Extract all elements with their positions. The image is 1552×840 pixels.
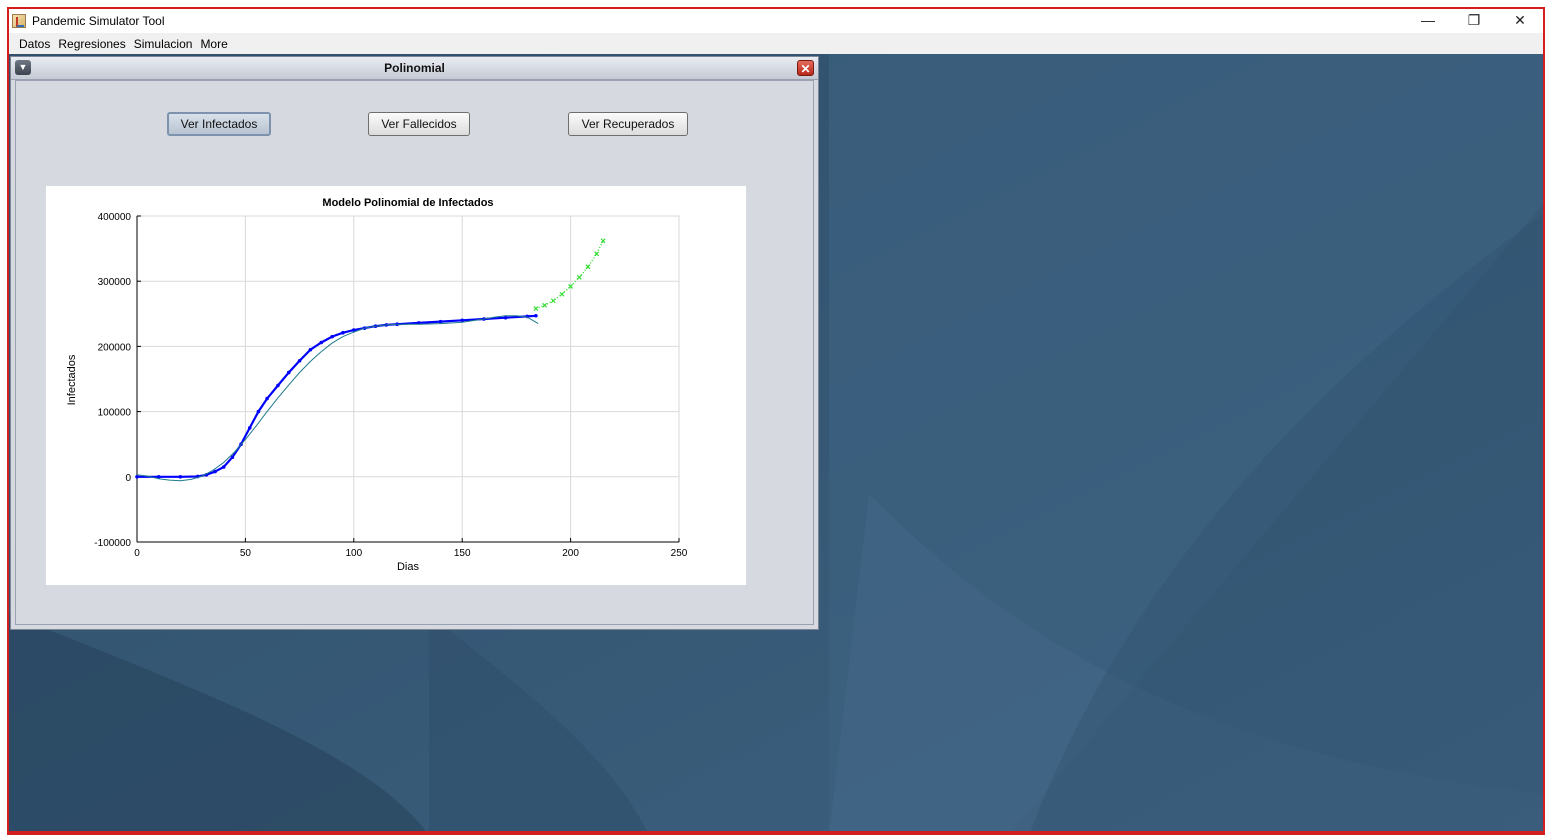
infected-data-point bbox=[256, 409, 261, 414]
infected-chart: Modelo Polinomial de Infectados Dias Inf… bbox=[66, 197, 688, 573]
infected-data-point bbox=[319, 340, 324, 345]
infected-data-point bbox=[247, 426, 252, 430]
window-titlebar: Pandemic Simulator Tool — ❐ ✕ bbox=[9, 9, 1543, 33]
java-app-icon bbox=[12, 14, 26, 28]
restore-button[interactable]: ❐ bbox=[1467, 11, 1481, 28]
internal-frame-title: Polinomial bbox=[384, 61, 445, 75]
x-tick-label: 50 bbox=[240, 548, 252, 559]
ver-fallecidos-button[interactable]: Ver Fallecidos bbox=[368, 112, 470, 136]
y-tick-label: -100000 bbox=[94, 538, 131, 549]
polinomial-internal-frame: ▼ Polinomial ✕ Ver Infectados Ver Fallec… bbox=[10, 56, 819, 630]
chart-title: Modelo Polinomial de Infectados bbox=[322, 197, 493, 209]
prediction-mark bbox=[559, 291, 565, 297]
infected-data-point bbox=[221, 465, 226, 469]
infected-data-point bbox=[534, 313, 538, 318]
x-axis-label: Dias bbox=[397, 561, 420, 573]
prediction-point bbox=[559, 291, 565, 297]
infected-data-point bbox=[265, 396, 269, 401]
x-tick-label: 100 bbox=[345, 548, 362, 559]
close-window-button[interactable]: ✕ bbox=[1514, 11, 1526, 28]
polynomial-fit-line bbox=[136, 315, 539, 482]
y-tick-label: 300000 bbox=[98, 277, 132, 288]
infected-data-point bbox=[503, 315, 508, 320]
y-tick-label: 0 bbox=[125, 473, 131, 484]
infected-data-point bbox=[330, 334, 334, 339]
taskbar-edge bbox=[9, 831, 1543, 833]
infected-data-point bbox=[297, 358, 302, 363]
internal-frame-content: Ver Infectados Ver Fallecidos Ver Recupe… bbox=[15, 80, 814, 625]
y-axis-label: Infectados bbox=[66, 354, 78, 405]
infected-data-point bbox=[308, 347, 313, 352]
desktop-pane: ▼ Polinomial ✕ Ver Infectados Ver Fallec… bbox=[9, 54, 1543, 833]
infected-data-point bbox=[460, 318, 465, 323]
minimize-button[interactable]: — bbox=[1421, 12, 1435, 28]
app-window: Pandemic Simulator Tool — ❐ ✕ Datos Regr… bbox=[7, 7, 1545, 835]
menu-more[interactable]: More bbox=[200, 36, 228, 51]
frame-close-icon[interactable]: ✕ bbox=[797, 60, 814, 76]
infected-data-point bbox=[286, 370, 291, 375]
infected-data-point bbox=[213, 469, 217, 474]
window-controls: — ❐ ✕ bbox=[1405, 9, 1543, 33]
y-tick-label: 100000 bbox=[98, 408, 132, 419]
prediction-point bbox=[550, 298, 556, 304]
menu-datos[interactable]: Datos bbox=[19, 36, 51, 51]
infected-data-point bbox=[352, 328, 356, 332]
y-tick-label: 200000 bbox=[98, 342, 132, 353]
ver-recuperados-button[interactable]: Ver Recuperados bbox=[568, 112, 688, 136]
frame-menu-icon[interactable]: ▼ bbox=[15, 60, 31, 75]
x-tick-label: 0 bbox=[134, 548, 140, 559]
x-tick-label: 150 bbox=[454, 548, 471, 559]
internal-frame-titlebar[interactable]: ▼ Polinomial ✕ bbox=[11, 57, 818, 80]
menu-simulacion[interactable]: Simulacion bbox=[133, 36, 193, 51]
infected-data-point bbox=[230, 455, 235, 460]
chart-panel: Modelo Polinomial de Infectados Dias Inf… bbox=[46, 186, 746, 585]
plot-area bbox=[136, 215, 680, 543]
menu-bar: Datos Regresiones Simulacion More bbox=[9, 33, 1543, 54]
infected-data-point bbox=[276, 383, 280, 388]
infected-data-point bbox=[135, 475, 139, 479]
window-title: Pandemic Simulator Tool bbox=[32, 14, 165, 28]
infected-data-point bbox=[178, 475, 183, 479]
menu-regresiones[interactable]: Regresiones bbox=[58, 36, 126, 51]
prediction-line bbox=[535, 240, 604, 310]
y-tick-label: 400000 bbox=[98, 212, 132, 223]
x-tick-label: 250 bbox=[671, 548, 688, 559]
infected-data-point bbox=[438, 319, 443, 324]
prediction-mark bbox=[550, 298, 556, 304]
ver-infectados-button[interactable]: Ver Infectados bbox=[167, 112, 271, 136]
x-tick-label: 200 bbox=[562, 548, 579, 559]
infected-data-point bbox=[341, 330, 345, 335]
infected-data-point bbox=[156, 475, 161, 479]
